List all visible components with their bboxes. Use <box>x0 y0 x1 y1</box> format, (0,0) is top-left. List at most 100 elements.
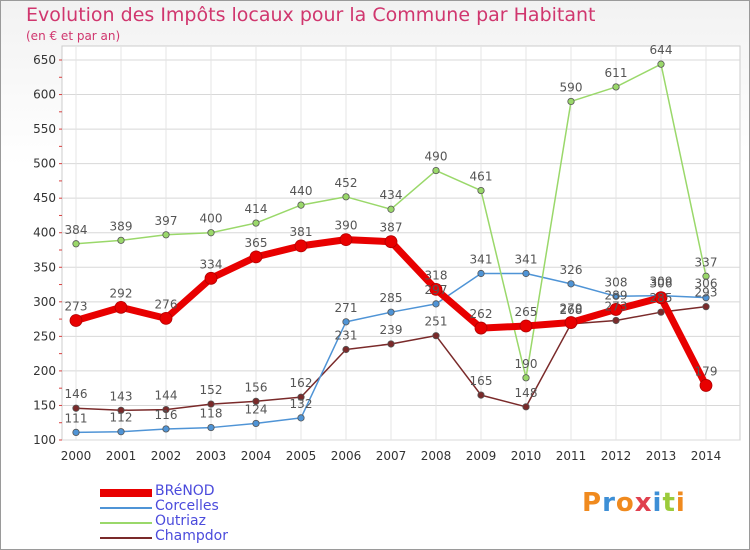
data-point <box>72 428 80 436</box>
data-label: 308 <box>605 275 628 289</box>
data-point <box>387 205 395 213</box>
data-point <box>564 316 578 329</box>
x-tick-label: 2011 <box>556 449 587 463</box>
data-point <box>342 193 350 201</box>
data-point <box>477 269 485 278</box>
y-tick-label: 550 <box>33 122 56 136</box>
data-label: 461 <box>470 170 493 184</box>
data-label: 265 <box>515 305 538 319</box>
data-label: 387 <box>380 221 403 235</box>
data-label: 165 <box>470 374 493 388</box>
data-label: 590 <box>560 80 583 94</box>
data-label: 285 <box>650 291 673 305</box>
y-tick-label: 500 <box>33 157 56 171</box>
data-label: 273 <box>605 299 628 313</box>
data-point <box>204 271 218 285</box>
x-tick-label: 2003 <box>196 449 227 463</box>
data-point <box>387 340 395 348</box>
plot-area <box>61 45 741 441</box>
data-point <box>162 405 170 414</box>
legend-label-outriaz: Outriaz <box>155 513 206 529</box>
data-point <box>252 397 260 405</box>
data-label: 400 <box>200 212 223 226</box>
data-label: 434 <box>380 188 403 202</box>
data-label: 285 <box>380 291 403 305</box>
data-point <box>117 236 125 244</box>
data-point <box>297 414 305 422</box>
data-label: 156 <box>245 380 268 394</box>
chart-subtitle: (en € et par an) <box>26 29 121 43</box>
data-point <box>654 291 668 305</box>
x-tick-label: 2007 <box>376 449 407 463</box>
data-label: 611 <box>605 66 628 80</box>
data-point <box>117 406 125 414</box>
data-point <box>207 400 215 408</box>
data-label: 389 <box>110 219 133 233</box>
data-point <box>342 345 350 354</box>
data-label: 306 <box>695 277 718 291</box>
data-label: 132 <box>290 397 313 411</box>
y-tick-label: 600 <box>33 88 56 102</box>
data-point <box>252 219 260 227</box>
data-point <box>72 404 80 412</box>
data-label: 365 <box>245 236 268 250</box>
data-point <box>162 425 170 433</box>
y-tick-label: 300 <box>33 295 56 309</box>
data-label: 292 <box>110 286 133 300</box>
data-point <box>702 303 710 311</box>
data-point <box>162 231 170 239</box>
data-label: 334 <box>200 257 223 271</box>
data-point <box>294 239 308 253</box>
data-point <box>609 303 623 316</box>
data-point <box>567 97 575 106</box>
x-tick-label: 2006 <box>331 449 362 463</box>
x-tick-label: 2004 <box>241 449 272 463</box>
data-point <box>657 60 665 68</box>
data-point <box>429 282 443 296</box>
data-point <box>702 272 710 280</box>
data-label: 116 <box>155 408 178 422</box>
data-label: 112 <box>110 411 133 425</box>
data-label: 440 <box>290 184 313 198</box>
legend-label-champdor: Champdor <box>155 528 228 544</box>
data-point <box>387 308 395 316</box>
data-label: 318 <box>425 268 448 282</box>
legend-swatch-outriaz <box>100 522 152 524</box>
y-tick-label: 150 <box>33 398 56 412</box>
x-tick-label: 2002 <box>151 449 182 463</box>
data-point <box>474 321 488 335</box>
data-point <box>384 235 398 249</box>
data-label: 297 <box>425 283 448 297</box>
data-label: 143 <box>110 389 133 403</box>
data-point <box>159 311 173 325</box>
data-label: 276 <box>155 297 178 311</box>
data-label: 270 <box>560 302 583 316</box>
data-point <box>72 240 80 248</box>
logo-letter: r <box>602 488 616 518</box>
data-point <box>342 318 350 326</box>
data-label: 293 <box>695 286 718 300</box>
data-label: 152 <box>200 383 223 397</box>
data-label: 306 <box>650 277 673 291</box>
data-label: 231 <box>335 328 358 342</box>
data-point <box>699 379 713 392</box>
x-tick-label: 2000 <box>61 449 92 463</box>
data-point <box>432 332 440 340</box>
data-label: 289 <box>605 288 628 302</box>
data-point <box>477 186 485 195</box>
data-point <box>297 393 305 401</box>
data-label: 390 <box>335 219 358 233</box>
data-point <box>612 292 620 300</box>
data-point <box>69 314 83 327</box>
data-label: 162 <box>290 376 313 390</box>
data-point <box>522 269 530 278</box>
data-label: 251 <box>425 315 448 329</box>
data-label: 124 <box>245 402 268 416</box>
data-point <box>519 319 533 333</box>
legend-label-brenod: BRéNOD <box>155 483 215 499</box>
data-label: 337 <box>695 255 718 269</box>
data-label: 309 <box>650 275 673 289</box>
logo-letter: P <box>582 488 603 518</box>
x-tick-label: 2013 <box>646 449 677 463</box>
